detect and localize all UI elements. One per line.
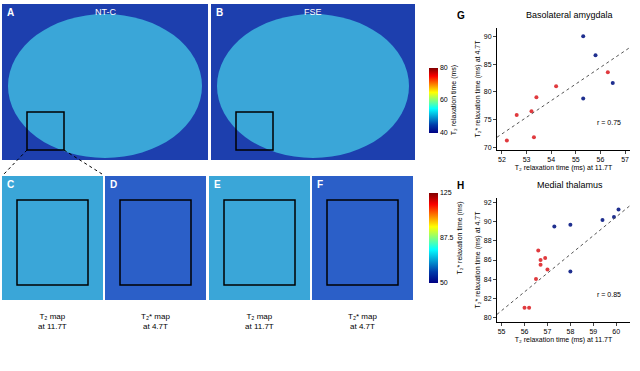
svg-text:T₂ mapat 11.7T: T₂ mapat 11.7T (38, 312, 67, 331)
svg-text:53: 53 (523, 156, 531, 163)
svg-text:90: 90 (484, 33, 492, 40)
svg-text:Medial thalamus: Medial thalamus (537, 180, 603, 190)
svg-text:T₂ relaxation time (ms) at 11.: T₂ relaxation time (ms) at 11.7T (515, 164, 613, 172)
svg-text:52: 52 (498, 156, 506, 163)
svg-text:55: 55 (498, 328, 506, 335)
svg-text:FSE: FSE (304, 7, 322, 17)
svg-text:T₂* relaxation time (ms): T₂* relaxation time (ms) (456, 201, 464, 274)
svg-text:C: C (7, 179, 14, 190)
svg-text:75: 75 (484, 116, 492, 123)
svg-text:80: 80 (440, 64, 448, 71)
svg-text:40: 40 (440, 129, 448, 136)
svg-text:D: D (110, 179, 117, 190)
svg-text:NT-C: NT-C (95, 7, 116, 17)
svg-text:T₂* relaxation time (ms) at 4.: T₂* relaxation time (ms) at 4.7T (474, 211, 482, 309)
svg-text:82: 82 (484, 295, 492, 302)
svg-text:85: 85 (484, 61, 492, 68)
svg-text:55: 55 (572, 156, 580, 163)
svg-text:59: 59 (589, 328, 597, 335)
svg-text:70: 70 (484, 144, 492, 151)
svg-text:57: 57 (621, 156, 629, 163)
svg-text:T₂* mapat 4.7T: T₂* mapat 4.7T (141, 312, 170, 331)
svg-text:56: 56 (521, 328, 529, 335)
svg-text:60: 60 (440, 96, 448, 103)
svg-text:G: G (457, 10, 465, 21)
svg-text:56: 56 (597, 156, 605, 163)
svg-text:T₂ relaxation time (ms) at 11.: T₂ relaxation time (ms) at 11.7T (515, 336, 613, 344)
svg-text:50: 50 (440, 279, 448, 286)
svg-text:80: 80 (484, 88, 492, 95)
svg-text:T₂* mapat 4.7T: T₂* mapat 4.7T (348, 312, 377, 331)
svg-text:E: E (214, 179, 221, 190)
svg-text:r = 0.85: r = 0.85 (597, 291, 621, 298)
svg-text:80: 80 (484, 314, 492, 321)
svg-text:92: 92 (484, 199, 492, 206)
svg-text:90: 90 (484, 218, 492, 225)
svg-text:T₂* relaxation time (ms) at 4.: T₂* relaxation time (ms) at 4.7T (474, 40, 482, 138)
svg-text:Basolateral amygdala: Basolateral amygdala (526, 10, 613, 20)
svg-text:54: 54 (547, 156, 555, 163)
svg-text:T₂ mapat 11.7T: T₂ mapat 11.7T (245, 312, 274, 331)
svg-text:84: 84 (484, 276, 492, 283)
svg-text:T₂ relaxation time (ms): T₂ relaxation time (ms) (450, 65, 458, 135)
svg-text:88: 88 (484, 237, 492, 244)
svg-text:57: 57 (544, 328, 552, 335)
svg-text:86: 86 (484, 256, 492, 263)
svg-text:60: 60 (612, 328, 620, 335)
svg-text:125: 125 (440, 189, 452, 196)
svg-text:B: B (216, 7, 223, 18)
svg-text:87.5: 87.5 (440, 234, 454, 241)
svg-text:A: A (7, 7, 14, 18)
svg-text:r = 0.75: r = 0.75 (597, 119, 621, 126)
svg-text:H: H (457, 180, 464, 191)
svg-text:F: F (317, 179, 323, 190)
svg-text:58: 58 (566, 328, 574, 335)
